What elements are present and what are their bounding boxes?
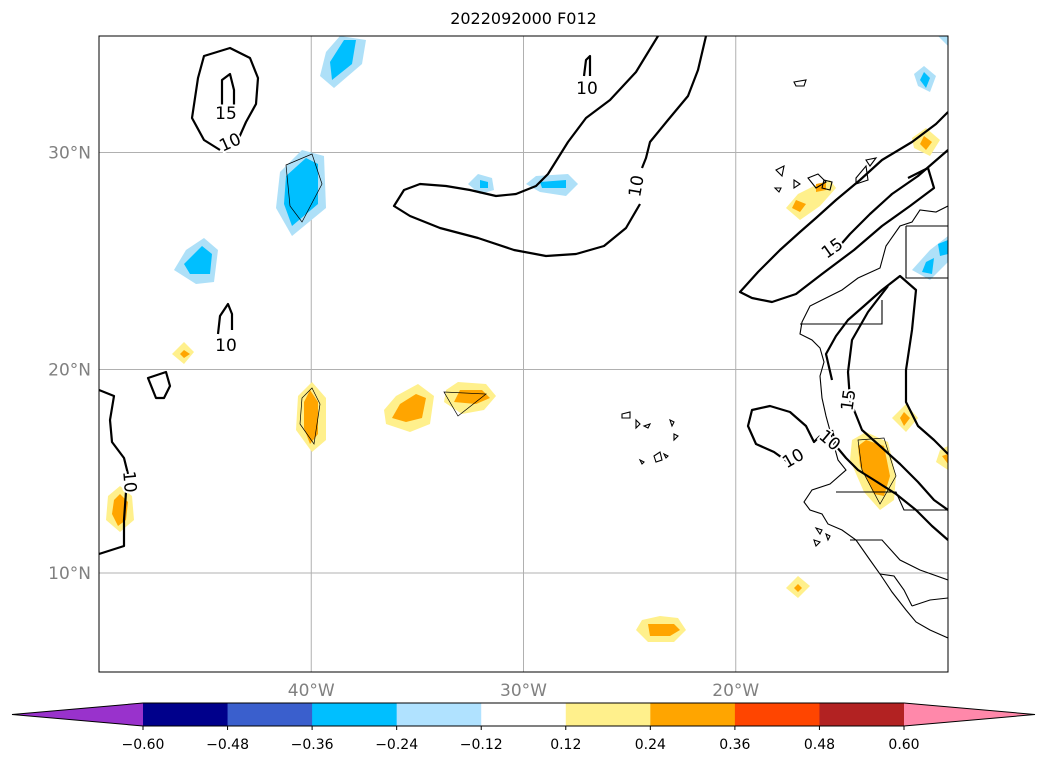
africa-coastline [799,205,948,639]
map-title: 2022092000 F012 [450,9,597,28]
contour-label: 10 [118,470,140,493]
contour-10-westafrica-loop [746,404,821,463]
positive-anomaly-blob [443,382,496,417]
colorbar-tick-label: −0.60 [122,737,165,753]
lon-tick-label: 20°W [712,681,759,701]
positive-anomaly-blob [384,384,434,432]
colorbar-swatch [650,703,736,726]
colorbar-extend-low [12,703,143,726]
contour-small-loop [146,370,172,400]
colorbar-swatch [481,703,567,726]
colorbar-swatch [734,703,820,726]
lat-tick-label: 10°N [48,564,91,584]
colorbar-swatch [396,703,482,726]
contour-10-east-inner [846,285,948,511]
lon-tick-label: 40°W [288,681,335,701]
colorbar-swatch [227,703,313,726]
colorbar-swatch [312,703,398,726]
negative-anomaly-blob [912,236,948,280]
contour-10-east [830,429,948,541]
contour-label: 15 [215,104,237,124]
contour-10-band-north [640,36,708,169]
positive-anomaly-blob [786,576,810,598]
liberia-border [911,597,948,607]
colorbar-extend-high [904,703,1035,726]
negative-anomaly-blob [938,36,948,46]
contour-10-west-edge [99,388,130,475]
western-sahara-border [800,300,883,325]
colorbar-tick-label: 0.12 [550,737,581,753]
map-frame [98,35,949,673]
negative-anomaly-blob [174,238,218,284]
contour-label: 10 [215,336,237,356]
colorbar-swatch [565,703,651,726]
negative-anomaly-blob [320,36,366,88]
lat-tick-label: 30°N [48,143,91,163]
negative-anomaly-blob [914,66,936,92]
negative-anomaly-blob [468,174,494,194]
colorbar-tick-label: −0.12 [460,737,503,753]
contour-10-label-arc [582,54,592,77]
axis-tick-labels: 10°N 20°N 30°N 40°W 30°W 20°W [48,143,759,701]
contour-label: 10 [576,79,598,99]
contour-15-east [824,274,948,455]
contour-10-west-edge-lower [99,491,128,556]
negative-anomaly-blob [526,174,578,196]
positive-anomaly-blob [912,128,940,156]
contour-10-band-south [392,36,659,258]
contour-15-ne [738,111,948,304]
colorbar-tick-label: 0.36 [719,737,750,753]
sierra-leone-coast [879,573,913,607]
bissagos-islands [813,526,831,548]
contour-15-nw [220,72,236,110]
colorbar-swatch [819,703,905,726]
mauritania-border [905,225,948,279]
positive-anomaly-blob [786,180,836,220]
guinea-border [850,539,948,581]
lon-tick-label: 30°W [500,681,547,701]
positive-anomaly-blob [172,342,194,364]
colorbar-tick-label: −0.48 [206,737,249,753]
lat-tick-label: 20°N [48,360,91,380]
gridlines [99,36,948,672]
shaded-anomalies [106,36,948,642]
colorbar-swatch [143,703,229,726]
contour-label: 15 [838,388,861,412]
colorbar-tick-label: −0.24 [375,737,418,753]
colorbar-tick-label: 0.48 [804,737,835,753]
contour-label: 10 [625,174,648,199]
canary-islands [773,157,878,193]
colorbar-tick-label: 0.60 [888,737,919,753]
colorbar: −0.60 −0.48 −0.36 −0.24 −0.12 0.12 0.24 0.36 0.4… [11,702,1036,753]
colorbar-tick-label: 0.24 [635,737,666,753]
contour-10-mid-left [216,302,234,335]
contour-lines [99,36,948,556]
madeira-islands [793,79,807,87]
positive-anomaly-blob [636,616,686,642]
senegal-border [836,491,948,511]
cape-verde-islands [621,411,679,465]
contour-10-nw [190,46,260,151]
coastlines [621,79,948,639]
negative-anomaly-blob [276,150,326,236]
colorbar-tick-label: −0.36 [291,737,334,753]
contour-10-ne [835,149,948,251]
positive-anomaly-blob [296,382,326,452]
